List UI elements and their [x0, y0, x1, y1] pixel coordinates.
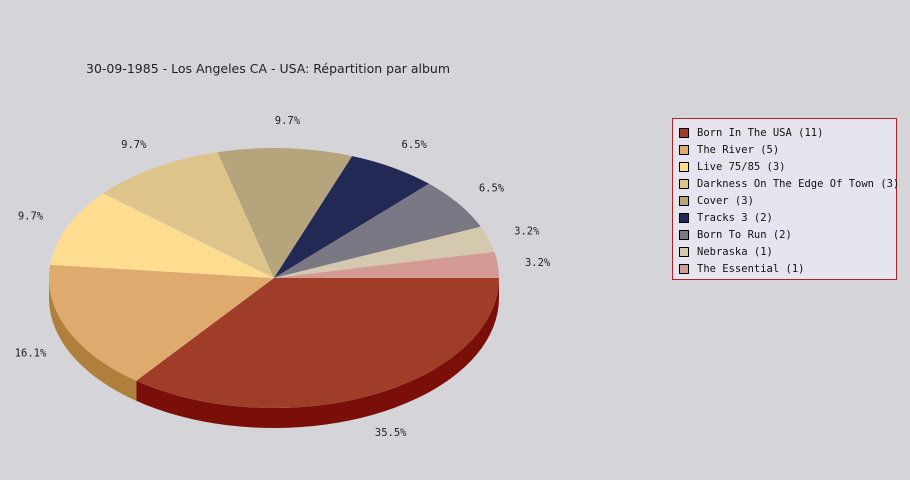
legend-label: Darkness On The Edge Of Town (3) — [697, 177, 900, 190]
legend-label: Live 75/85 (3) — [697, 160, 786, 173]
legend-swatch — [679, 229, 689, 240]
slice-percent-label: 6.5% — [402, 139, 428, 151]
pie-depth — [49, 278, 499, 428]
legend-swatch — [679, 195, 689, 206]
legend-swatch — [679, 144, 689, 155]
legend-swatch — [679, 246, 689, 257]
pie-slice — [274, 183, 481, 278]
pie-slice — [103, 152, 274, 278]
pie-slice-side — [49, 278, 137, 401]
legend-item: Tracks 3 (2) — [679, 209, 896, 226]
legend-label: The River (5) — [697, 143, 780, 156]
legend-label: Nebraska (1) — [697, 245, 773, 258]
legend-item: Born To Run (2) — [679, 226, 896, 243]
slice-percent-label: 35.5% — [375, 427, 407, 439]
legend-item: Born In The USA (11) — [679, 124, 896, 141]
chart-title: 30-09-1985 - Los Angeles CA - USA: Répar… — [86, 61, 451, 76]
pie-labels: 35.5% 16.1% 9.7% 9.7% 9.7% 6.5% 6.5% 3.2% 3.2% — [15, 115, 551, 439]
legend-item: Darkness On The Edge Of Town (3) — [679, 175, 900, 192]
pie-slice — [274, 226, 495, 278]
slice-percent-label: 9.7% — [121, 139, 147, 151]
legend-swatch — [679, 178, 689, 189]
pie-top — [49, 148, 499, 408]
legend-swatch — [679, 161, 689, 172]
legend-item: Cover (3) — [679, 192, 896, 209]
legend-swatch — [679, 212, 689, 223]
pie-slice — [50, 193, 275, 278]
pie-slice — [49, 264, 274, 381]
legend-label: Tracks 3 (2) — [697, 211, 773, 224]
legend-swatch — [679, 127, 689, 138]
pie-slice — [274, 156, 430, 278]
slice-percent-label: 16.1% — [15, 347, 47, 359]
legend-item: Nebraska (1) — [679, 243, 896, 260]
pie-slice — [274, 251, 499, 278]
slice-percent-label: 9.7% — [18, 211, 44, 223]
slice-percent-label: 3.2% — [525, 257, 551, 269]
slice-percent-label: 6.5% — [479, 183, 505, 195]
slice-percent-label: 9.7% — [275, 115, 301, 127]
legend-swatch — [679, 263, 689, 274]
legend-label: Cover (3) — [697, 194, 754, 207]
legend-label: Born To Run (2) — [697, 228, 792, 241]
legend: Born In The USA (11) The River (5) Live 75… — [672, 118, 900, 280]
legend-label: Born In The USA (11) — [697, 126, 824, 139]
legend-item: The Essential (1) — [679, 260, 896, 277]
legend-item: The River (5) — [679, 141, 896, 158]
pie-slice-side — [136, 278, 499, 428]
pie-slice — [136, 278, 499, 408]
slice-percent-label: 3.2% — [514, 226, 540, 238]
legend-item: Live 75/85 (3) — [679, 158, 896, 175]
pie-slice — [217, 148, 353, 278]
legend-label: The Essential (1) — [697, 262, 805, 275]
